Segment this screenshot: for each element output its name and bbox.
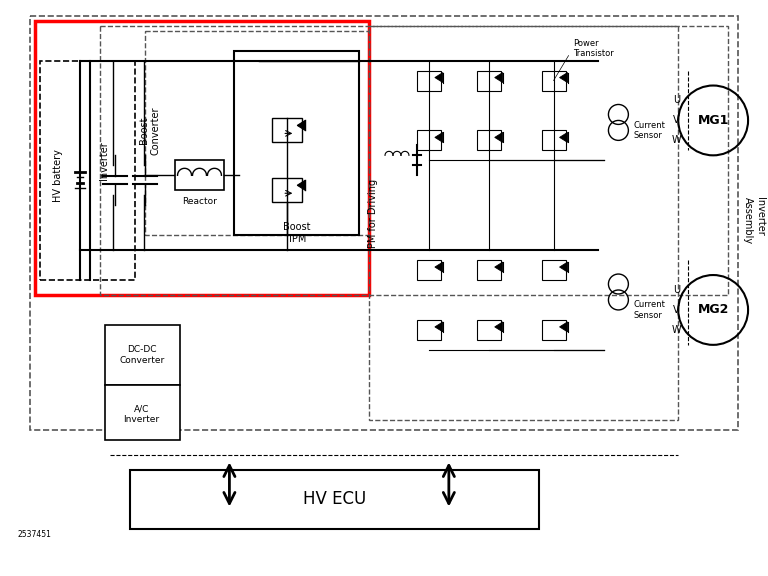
Text: HV ECU: HV ECU <box>303 490 366 509</box>
Polygon shape <box>435 73 443 82</box>
Polygon shape <box>560 262 568 272</box>
Text: W: W <box>671 325 681 335</box>
Text: MG2: MG2 <box>697 304 729 316</box>
Text: HV battery: HV battery <box>53 149 63 202</box>
Text: MG1: MG1 <box>697 114 729 127</box>
Bar <box>541 260 565 280</box>
Text: DC-DC
Converter: DC-DC Converter <box>119 345 164 365</box>
Polygon shape <box>560 132 568 142</box>
Bar <box>541 320 565 340</box>
Text: Boost
Converter: Boost Converter <box>139 106 161 154</box>
Bar <box>273 179 303 202</box>
Bar <box>273 119 303 142</box>
Bar <box>541 70 565 90</box>
Text: Current
Sensor: Current Sensor <box>634 300 665 320</box>
Text: Reactor: Reactor <box>182 197 217 206</box>
Text: U: U <box>673 285 680 295</box>
Bar <box>477 320 501 340</box>
Text: U: U <box>673 96 680 105</box>
Text: V: V <box>673 115 680 126</box>
Polygon shape <box>435 262 443 272</box>
Text: A/C
Inverter: A/C Inverter <box>124 405 160 425</box>
Text: Power
Transistor: Power Transistor <box>574 39 614 58</box>
Bar <box>104 325 180 385</box>
Bar <box>417 260 441 280</box>
Text: V: V <box>673 305 680 315</box>
Text: Boost
IPM: Boost IPM <box>283 222 311 244</box>
Text: 2537451: 2537451 <box>18 530 51 539</box>
Text: Current
Sensor: Current Sensor <box>634 121 665 140</box>
Bar <box>477 130 501 150</box>
Polygon shape <box>560 73 568 82</box>
Bar <box>174 160 224 190</box>
Polygon shape <box>435 322 443 332</box>
Bar <box>40 60 134 280</box>
Bar <box>477 260 501 280</box>
Bar <box>541 130 565 150</box>
Bar <box>417 320 441 340</box>
Polygon shape <box>495 322 503 332</box>
Polygon shape <box>495 132 503 142</box>
Text: W: W <box>671 135 681 145</box>
Polygon shape <box>560 322 568 332</box>
Bar <box>417 130 441 150</box>
Polygon shape <box>297 180 305 190</box>
Polygon shape <box>495 73 503 82</box>
Bar <box>234 51 359 235</box>
Polygon shape <box>297 120 305 130</box>
Polygon shape <box>495 262 503 272</box>
Polygon shape <box>435 132 443 142</box>
Bar <box>130 469 538 529</box>
Text: Inverter: Inverter <box>99 141 109 180</box>
Bar <box>104 385 180 439</box>
Bar <box>417 70 441 90</box>
Text: IPM for Driving: IPM for Driving <box>368 179 378 251</box>
Text: Inverter
Assembly: Inverter Assembly <box>743 196 765 244</box>
Bar <box>477 70 501 90</box>
